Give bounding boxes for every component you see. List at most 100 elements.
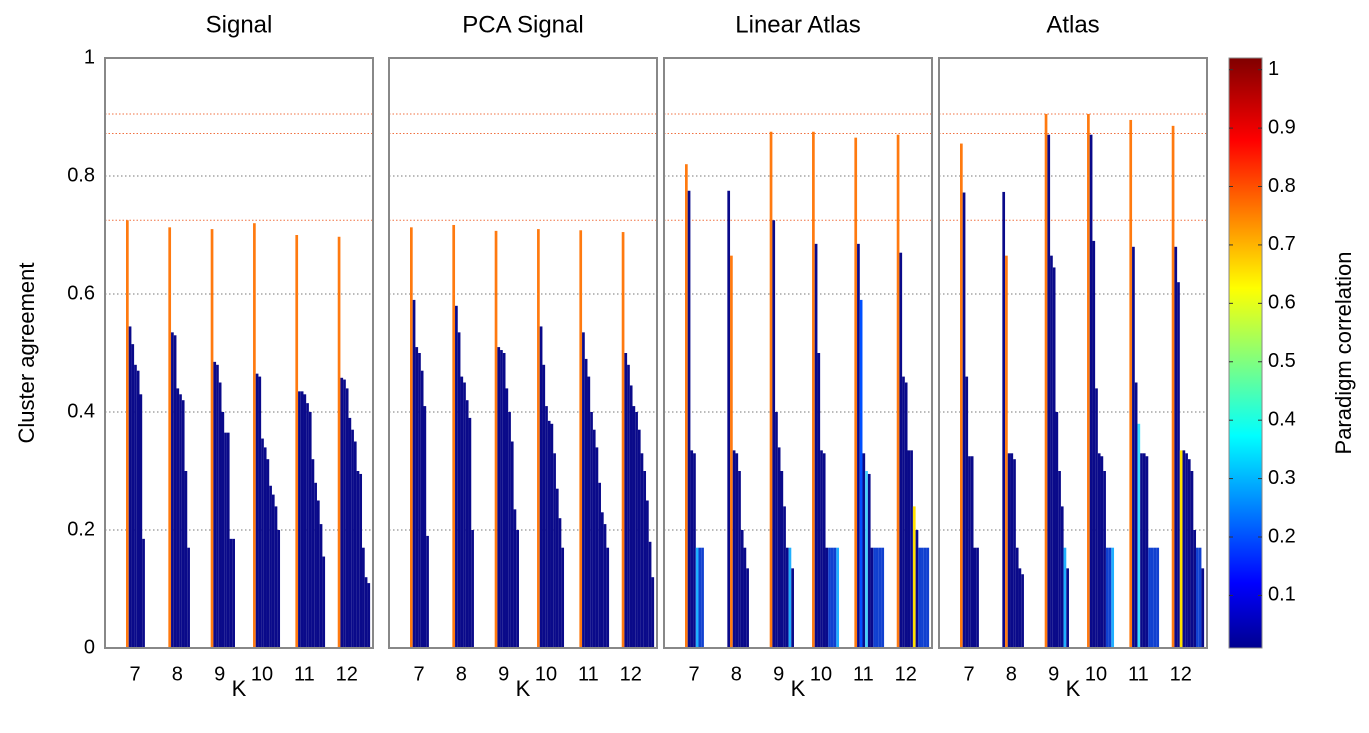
bar xyxy=(1092,240,1096,648)
bar xyxy=(1058,471,1061,648)
panel-title: PCA Signal xyxy=(462,11,583,38)
bar xyxy=(1005,255,1008,648)
bar xyxy=(173,335,177,648)
bar xyxy=(822,453,826,648)
bar xyxy=(735,453,739,648)
bar xyxy=(1013,459,1016,648)
bar xyxy=(923,547,927,648)
bar xyxy=(1050,255,1053,648)
bar xyxy=(1132,246,1135,649)
bar xyxy=(502,353,506,648)
bar xyxy=(253,223,256,648)
bar xyxy=(547,420,551,648)
bar xyxy=(896,134,900,648)
bar xyxy=(1015,547,1019,648)
bar xyxy=(261,438,264,648)
bar xyxy=(298,391,301,648)
colorbar-label: Paradigm correlation xyxy=(1331,252,1356,455)
bar xyxy=(693,453,696,648)
bar xyxy=(226,432,230,648)
bar xyxy=(857,243,860,648)
bar xyxy=(1156,547,1160,648)
bar xyxy=(812,131,815,648)
bar xyxy=(1171,125,1175,649)
bar xyxy=(1007,453,1011,648)
bar xyxy=(878,547,882,648)
bar xyxy=(907,450,911,648)
bar xyxy=(833,547,837,648)
bar xyxy=(311,459,315,648)
bar xyxy=(316,500,320,648)
bar xyxy=(271,494,275,648)
bar xyxy=(780,471,784,648)
bar xyxy=(176,388,180,648)
bar xyxy=(592,429,596,648)
bar xyxy=(542,364,546,648)
y-tick-label: 0.6 xyxy=(67,282,95,304)
bar xyxy=(468,417,472,648)
x-tick-label: 8 xyxy=(731,663,742,685)
bar xyxy=(561,547,565,648)
panel-background xyxy=(664,58,932,648)
bar xyxy=(1087,114,1090,649)
bar xyxy=(783,506,786,648)
bar xyxy=(854,137,858,648)
bar xyxy=(367,583,371,648)
x-tick-label: 10 xyxy=(1085,663,1107,685)
bar xyxy=(545,406,548,648)
bar xyxy=(918,547,922,648)
bar xyxy=(1190,471,1194,648)
bar xyxy=(139,394,143,648)
x-tick-label: 10 xyxy=(535,663,557,685)
bar xyxy=(497,347,501,648)
bar xyxy=(412,299,416,648)
bar xyxy=(632,406,636,648)
bar xyxy=(1150,547,1154,648)
bar xyxy=(415,347,419,648)
bar xyxy=(769,131,773,648)
bar xyxy=(1140,453,1143,648)
bar xyxy=(1134,382,1138,648)
bar xyxy=(825,547,829,648)
bar xyxy=(606,547,610,648)
bar xyxy=(553,453,556,648)
colorbar-tick-label: 0.7 xyxy=(1268,233,1296,255)
bar xyxy=(351,429,354,648)
bar xyxy=(1089,134,1093,648)
bar xyxy=(968,456,971,648)
bar xyxy=(1103,471,1106,648)
colorbar-tick-label: 0.1 xyxy=(1268,584,1296,606)
bar xyxy=(817,353,821,648)
bar xyxy=(727,190,731,648)
bar xyxy=(1187,459,1191,648)
x-tick-label: 8 xyxy=(172,663,183,685)
bar xyxy=(1010,453,1014,648)
bar xyxy=(899,252,903,648)
x-tick-label: 7 xyxy=(129,663,140,685)
x-axis-label: K xyxy=(232,676,247,701)
x-tick-label: 12 xyxy=(895,663,917,685)
bar xyxy=(128,326,132,648)
bar xyxy=(494,230,498,648)
bar xyxy=(687,190,691,648)
bar xyxy=(973,547,977,648)
y-tick-label: 0.8 xyxy=(67,164,95,186)
bar xyxy=(500,350,503,648)
bar xyxy=(232,538,235,648)
bar xyxy=(962,192,966,648)
bar xyxy=(732,450,736,648)
bar xyxy=(269,485,272,648)
bar xyxy=(1153,547,1157,648)
x-tick-label: 8 xyxy=(1006,663,1017,685)
bar xyxy=(277,530,281,648)
bar xyxy=(1145,456,1149,648)
bar xyxy=(970,456,974,648)
bar xyxy=(1055,412,1059,648)
bar xyxy=(181,400,185,648)
panel-background xyxy=(939,58,1207,648)
x-tick-label: 9 xyxy=(214,663,225,685)
bar xyxy=(555,488,559,648)
bar xyxy=(1105,547,1109,648)
bar xyxy=(1060,506,1064,648)
x-tick-label: 7 xyxy=(688,663,699,685)
